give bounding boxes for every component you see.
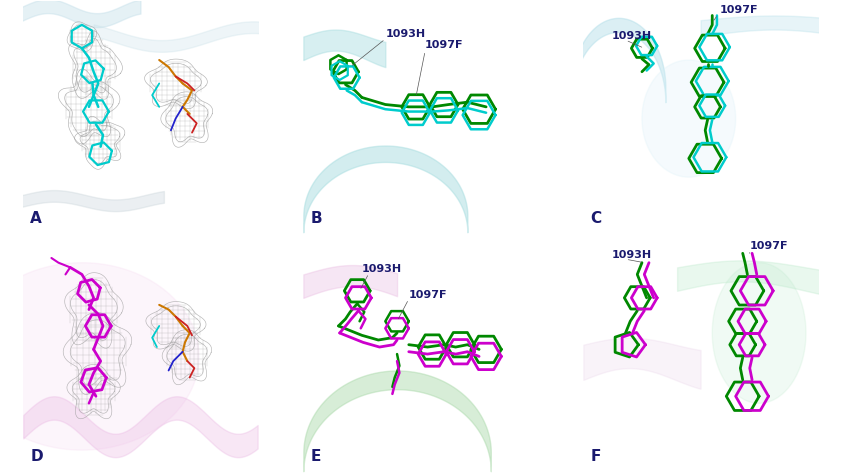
Text: B: B [310, 211, 322, 227]
Text: 1097F: 1097F [719, 5, 758, 15]
Text: 1093H: 1093H [611, 250, 652, 260]
Text: 1097F: 1097F [426, 40, 463, 50]
Polygon shape [642, 60, 736, 177]
Text: 1097F: 1097F [749, 241, 788, 251]
Text: A: A [30, 211, 42, 227]
Text: 1093H: 1093H [611, 31, 652, 41]
Text: F: F [590, 449, 600, 464]
Text: C: C [590, 211, 601, 227]
Text: 1093H: 1093H [362, 264, 402, 274]
Text: 1097F: 1097F [409, 290, 447, 300]
Polygon shape [0, 263, 199, 450]
Text: D: D [30, 449, 43, 464]
Polygon shape [712, 263, 806, 403]
Text: 1093H: 1093H [385, 28, 426, 38]
Text: E: E [310, 449, 320, 464]
